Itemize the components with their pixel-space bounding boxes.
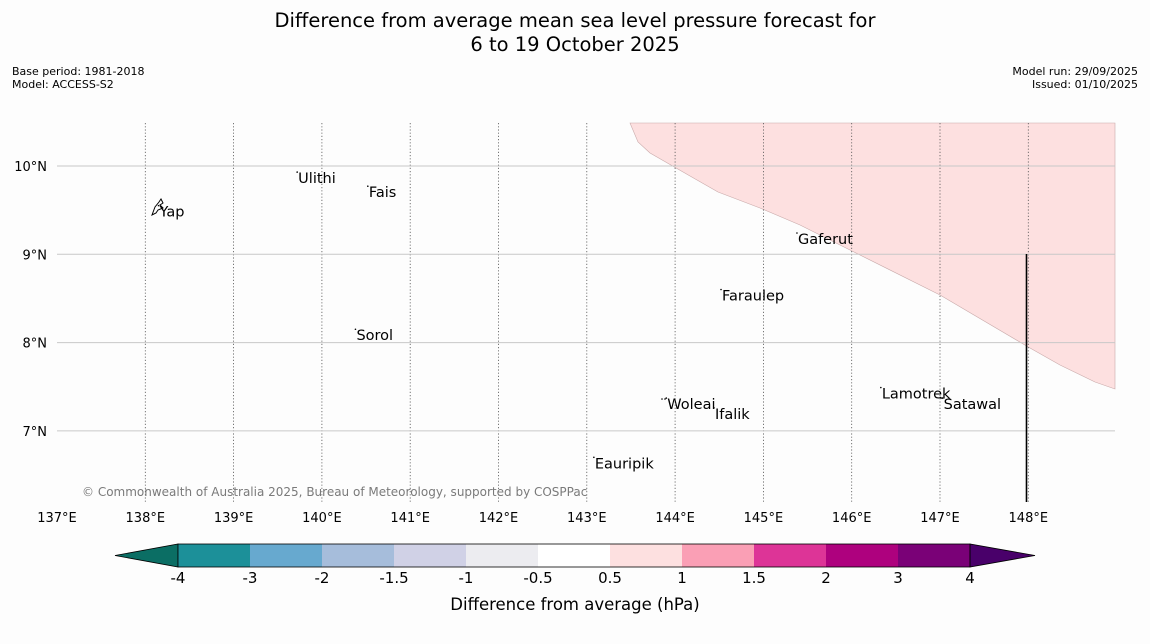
colorbar-tick-label: -4 (171, 569, 186, 587)
colorbar: -4 -3 -2 -1.5 -1 -0.5 0.5 1 1.5 2 3 4 (114, 543, 1036, 587)
colorbar-frame (177, 543, 971, 568)
island-dot (157, 204, 160, 207)
colorbar-segment (754, 544, 826, 567)
yap-island-outline (151, 198, 164, 217)
model-run: Model run: 29/09/2025 (1012, 65, 1138, 78)
colorbar-segment (898, 544, 970, 567)
colorbar-tick-label: 1.5 (742, 569, 766, 587)
colorbar-label: Difference from average (hPa) (450, 595, 699, 614)
longitude-label: 145°E (744, 511, 784, 526)
grid (57, 123, 1115, 502)
colorbar-tick-label: 2 (821, 569, 831, 587)
colorbar-tick-label: 1 (677, 569, 687, 587)
colorbar-tick-label: -2 (315, 569, 330, 587)
island-dot (796, 232, 798, 234)
island-dot (665, 397, 668, 399)
place-label: Ulithi (298, 171, 336, 187)
longitude-label: 142°E (479, 511, 519, 526)
place-label: Woleai (667, 397, 715, 413)
island-dot (880, 386, 882, 389)
island-dot (720, 288, 722, 291)
longitude-label: 146°E (832, 511, 872, 526)
colorbar-tick-label: -1.5 (379, 569, 408, 587)
colorbar-tick-label: -1 (459, 569, 474, 587)
colorbar-segment (322, 544, 394, 567)
colorbar-extend-high (969, 543, 1036, 568)
positive-anomaly-region (629, 122, 1116, 390)
colorbar-segment (682, 544, 754, 567)
latitude-label: 7°N (23, 425, 48, 440)
colorbar-tick-label: 0.5 (598, 569, 622, 587)
place-label: Satawal (944, 397, 1001, 413)
longitude-label: 140°E (302, 511, 342, 526)
island-dot (296, 171, 298, 173)
place-label: Lamotrek (882, 387, 951, 403)
island-dot (593, 456, 595, 459)
latitude-label: 9°N (23, 248, 48, 263)
colorbar-segment (466, 544, 538, 567)
longitude-label: 143°E (567, 511, 607, 526)
longitude-label: 137°E (37, 511, 77, 526)
longitude-label: 147°E (920, 511, 960, 526)
island-dot (354, 328, 357, 331)
island-dot (367, 185, 369, 187)
longitude-label: 139°E (214, 511, 254, 526)
colorbar-segment (826, 544, 898, 567)
chart-title: Difference from average mean sea level p… (0, 9, 1150, 57)
model-name: Model: ACCESS-S2 (12, 78, 114, 91)
places: Yap Ulithi Fais Gaferut Faraulep Sorol WoleaiI… (157, 171, 1001, 472)
longitude-label: 144°E (655, 511, 695, 526)
colorbar-segment (178, 544, 250, 567)
islet-dot (661, 398, 663, 400)
place-label: Fais (369, 185, 396, 201)
meta-right: Model run: 29/09/2025 Issued: 01/10/2025 (1012, 65, 1138, 91)
place-label: Ifalik (715, 407, 750, 423)
latitude-label: 8°N (23, 337, 48, 352)
islet-dot (664, 398, 666, 400)
colorbar-segment (538, 544, 610, 567)
base-period: Base period: 1981-2018 (12, 65, 145, 78)
place-label: Yap (159, 205, 185, 221)
longitude-label: 138°E (126, 511, 166, 526)
issued-date: Issued: 01/10/2025 (1031, 78, 1138, 91)
colorbar-segment (610, 544, 682, 567)
island-dot (713, 407, 715, 409)
longitude-label: 148°E (1009, 511, 1049, 526)
colorbar-segment (250, 544, 322, 567)
latitude-labels: 10°N 9°N 8°N 7°N (14, 160, 47, 440)
title-line-1: Difference from average mean sea level p… (274, 9, 876, 32)
place-label: Eauripik (595, 456, 654, 472)
colorbar-segment (394, 544, 466, 567)
colorbar-tick-label: 4 (965, 569, 975, 587)
islet-dot (941, 397, 943, 399)
meta-left: Base period: 1981-2018 Model: ACCESS-S2 (12, 65, 144, 91)
colorbar-tick-label: -3 (243, 569, 258, 587)
longitude-label: 141°E (390, 511, 430, 526)
colorbar-extend-low (114, 543, 179, 568)
place-label: Sorol (356, 328, 393, 344)
colorbar-tick-label: 3 (893, 569, 903, 587)
colorbar-tick-label: -0.5 (523, 569, 552, 587)
copyright-text: © Commonwealth of Australia 2025, Bureau… (82, 485, 587, 499)
place-label: Faraulep (722, 289, 784, 305)
latitude-label: 10°N (14, 160, 47, 175)
place-label: Gaferut (798, 232, 853, 248)
title-line-2: 6 to 19 October 2025 (470, 33, 680, 56)
longitude-labels: 137°E 138°E 139°E 140°E 141°E 142°E 143°E 144°E… (37, 511, 1048, 526)
